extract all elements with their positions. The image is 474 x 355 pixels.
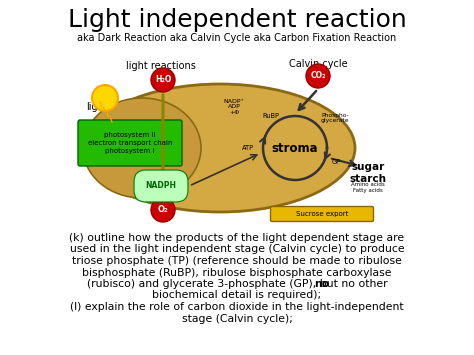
Text: (rubisco) and glycerate 3-phosphate (GP), but no other: (rubisco) and glycerate 3-phosphate (GP)… — [87, 279, 387, 289]
Text: GP: GP — [331, 159, 340, 165]
Text: Light independent reaction: Light independent reaction — [68, 8, 406, 32]
Text: triose phosphate (TP) (reference should be made to ribulose: triose phosphate (TP) (reference should … — [72, 256, 402, 266]
Text: aka Dark Reaction aka Calvin Cycle aka Carbon Fixation Reaction: aka Dark Reaction aka Calvin Cycle aka C… — [77, 33, 397, 43]
Text: (k) outline how the products of the light dependent stage are: (k) outline how the products of the ligh… — [69, 233, 405, 243]
Text: light: light — [86, 102, 108, 112]
Circle shape — [92, 85, 118, 111]
Text: NADP⁺
ADP
+Φ: NADP⁺ ADP +Φ — [224, 99, 245, 115]
Text: used in the light independent stage (Calvin cycle) to produce: used in the light independent stage (Cal… — [70, 245, 404, 255]
Text: stage (Calvin cycle);: stage (Calvin cycle); — [182, 313, 292, 323]
Text: Amino acids
Fatty acids: Amino acids Fatty acids — [351, 182, 385, 193]
Text: Calvin cycle: Calvin cycle — [289, 59, 347, 69]
Text: bisphosphate (RuBP), ribulose bisphosphate carboxylase: bisphosphate (RuBP), ribulose bisphospha… — [82, 268, 392, 278]
Text: (l) explain the role of carbon dioxide in the light-independent: (l) explain the role of carbon dioxide i… — [70, 302, 404, 312]
Text: stroma: stroma — [272, 142, 319, 154]
FancyBboxPatch shape — [271, 207, 374, 222]
Text: biochemical detail is required);: biochemical detail is required); — [153, 290, 321, 300]
FancyBboxPatch shape — [78, 120, 182, 166]
Text: sugar
starch: sugar starch — [349, 162, 386, 184]
Text: no: no — [314, 279, 329, 289]
Text: ATP: ATP — [242, 145, 254, 151]
Circle shape — [151, 198, 175, 222]
Circle shape — [151, 68, 175, 92]
Text: photosystem II
electron transport chain
photosystem I: photosystem II electron transport chain … — [88, 131, 172, 154]
Text: O₂: O₂ — [158, 206, 168, 214]
Ellipse shape — [85, 84, 355, 212]
Text: light reactions: light reactions — [126, 61, 196, 71]
Text: NADPH: NADPH — [146, 181, 176, 191]
Circle shape — [306, 64, 330, 88]
Text: RuBP: RuBP — [263, 113, 280, 119]
Text: Phospho-
glycerate: Phospho- glycerate — [321, 113, 349, 124]
Text: H₂O: H₂O — [155, 76, 171, 84]
Text: (rubisco) and glycerate 3-phosphate (GP), but no other: (rubisco) and glycerate 3-phosphate (GP)… — [87, 279, 387, 289]
Text: Sucrose export: Sucrose export — [296, 211, 348, 217]
Text: CO₂: CO₂ — [310, 71, 326, 81]
Ellipse shape — [83, 98, 201, 198]
